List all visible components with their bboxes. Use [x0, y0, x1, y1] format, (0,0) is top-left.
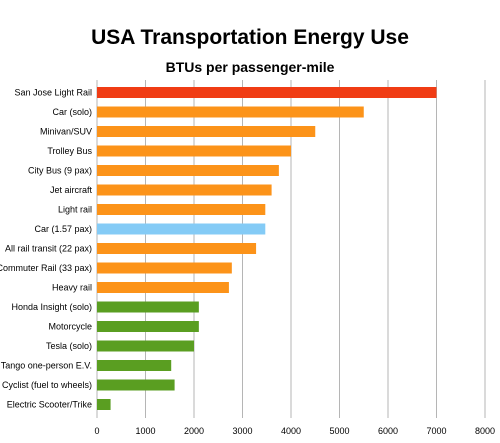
bar — [97, 360, 172, 371]
x-tick-label: 2000 — [184, 426, 204, 436]
category-label: Car (solo) — [52, 107, 92, 117]
bar — [97, 243, 257, 254]
bar — [97, 340, 194, 352]
bar — [97, 145, 291, 157]
bar — [97, 282, 229, 293]
category-label: Tesla (solo) — [46, 341, 92, 351]
bar — [97, 223, 266, 235]
x-tick-label: 7000 — [426, 426, 446, 436]
category-label: Electric Scooter/Trike — [7, 400, 92, 410]
category-label: Tango one-person E.V. — [1, 361, 92, 371]
category-label: Cyclist (fuel to wheels) — [2, 380, 92, 390]
category-label: City Bus (9 pax) — [28, 166, 92, 176]
category-label: Commuter Rail (33 pax) — [0, 263, 92, 273]
chart-subtitle: BTUs per passenger-mile — [165, 59, 335, 75]
bar — [97, 262, 232, 274]
category-label: San Jose Light Rail — [14, 88, 92, 98]
bar — [97, 379, 175, 391]
bar — [97, 87, 437, 98]
x-tick-label: 6000 — [378, 426, 398, 436]
x-tick-label: 1000 — [135, 426, 155, 436]
bar — [97, 126, 316, 137]
category-label: Car (1.57 pax) — [34, 224, 92, 234]
category-label: Trolley Bus — [47, 146, 92, 156]
bar — [97, 184, 272, 196]
bar — [97, 106, 364, 118]
bar — [97, 165, 279, 176]
x-tick-label: 8000 — [475, 426, 495, 436]
category-label: All rail transit (22 pax) — [5, 244, 92, 254]
category-label: Jet aircraft — [50, 185, 93, 195]
x-tick-label: 5000 — [329, 426, 349, 436]
category-label: Honda Insight (solo) — [11, 302, 92, 312]
bar — [97, 204, 266, 215]
bars — [97, 87, 437, 410]
x-tick-label: 3000 — [232, 426, 252, 436]
x-tick-labels: 0 1000 2000 3000 4000 5000 6000 7000 8000 — [94, 426, 495, 436]
x-tick-label: 4000 — [281, 426, 301, 436]
category-label: Motorcycle — [48, 322, 92, 332]
bar — [97, 301, 199, 313]
bar — [97, 321, 199, 332]
bar — [97, 399, 111, 410]
x-tick-label: 0 — [94, 426, 99, 436]
category-label: Heavy rail — [52, 283, 92, 293]
category-label: Minivan/SUV — [40, 127, 92, 137]
chart-title: USA Transportation Energy Use — [91, 26, 409, 49]
category-labels: San Jose Light Rail Car (solo) Minivan/SUV… — [0, 88, 92, 410]
category-label: Light rail — [58, 205, 92, 215]
